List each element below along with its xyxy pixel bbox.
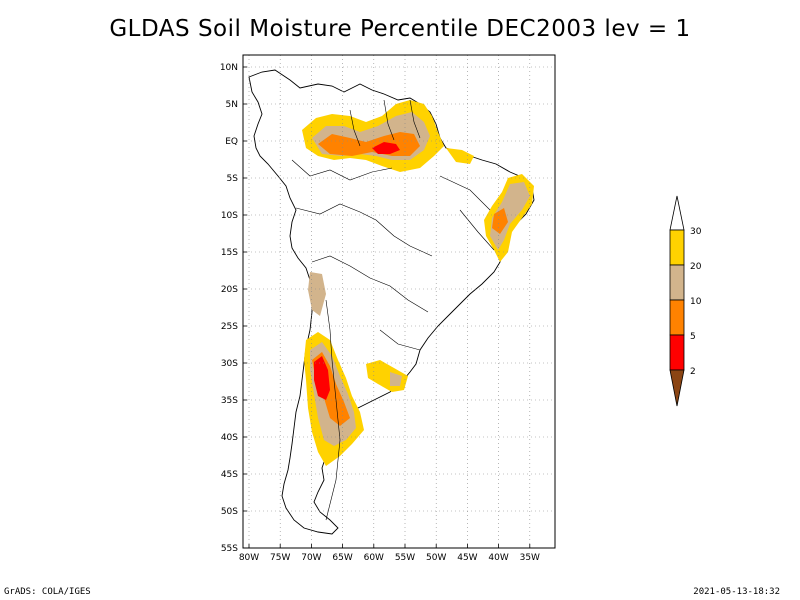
lat-tick-label: 10S [221,211,238,221]
lat-tick-label: 55S [221,544,238,554]
colorbar-label: 30 [690,227,702,237]
lat-tick-label: 30S [221,359,238,369]
border-line [439,175,491,211]
footer-credit: GrADS: COLA/IGES [4,587,91,597]
colorbar-box-2-5 [669,334,685,371]
lon-tick-label: 75W [270,553,290,563]
lat-tick-label: 40S [221,433,238,443]
shade-coast-yellow [446,148,474,164]
lat-tick-label: 5S [227,174,239,184]
lat-tick-label: 25S [221,322,238,332]
lon-tick-label: 55W [395,553,415,563]
border-line [409,99,421,139]
lat-tick-label: EQ [225,137,238,147]
lat-tick-label: 20S [221,285,238,295]
lon-tick-label: 65W [332,553,352,563]
lon-tick-label: 70W [301,553,321,563]
shade-atacama-tan [308,272,326,316]
lat-tick-label: 50S [221,507,238,517]
shade-argentina-red [314,356,330,400]
colorbar-top-triangle [669,195,685,231]
colorbar-label: 5 [690,332,696,342]
colorbar: 30 20 10 5 2 [669,195,702,407]
border-line [459,209,495,251]
lat-tick-label: 45S [221,470,238,480]
colorbar-bottom-triangle [669,369,685,407]
percentile-shading [302,100,534,466]
lon-tick-label: 80W [239,553,259,563]
map-frame [242,54,556,549]
colorbar-box-10-20 [669,264,685,301]
lon-tick-label: 45W [457,553,477,563]
lat-grid [243,66,555,549]
border-line [349,109,361,147]
colorbar-label: 20 [690,262,702,272]
lat-tick-label: 15S [221,248,238,258]
lon-tick-label: 40W [488,553,508,563]
colorbar-label: 10 [690,297,702,307]
lat-tick-labels: 10N 5N EQ 5S 10S 15S 20S 25S 30S 35S 40S 45S 50S 55S [220,63,238,554]
lat-tick-label: 10N [220,63,238,73]
colorbar-label: 2 [690,367,696,377]
lon-tick-labels: 80W 75W 70W 65W 60W 55W 50W 45W 40W 35W [239,553,540,563]
colorbar-box-20-30 [669,229,685,266]
lat-tick-label: 5N [226,100,238,110]
lat-tick-label: 35S [221,396,238,406]
border-line [295,203,433,257]
colorbar-box-5-10 [669,299,685,336]
border-line [291,159,393,181]
shade-pampas-tan [390,372,402,386]
border-line [311,255,429,313]
lon-tick-label: 35W [520,553,540,563]
lon-tick-label: 50W [426,553,446,563]
border-line [379,329,421,351]
lon-tick-label: 60W [364,553,384,563]
border-line [383,99,395,141]
shade-northeast-orange [492,208,508,234]
footer-timestamp: 2021-05-13-18:32 [693,587,780,597]
shade-amazon-red [372,142,400,154]
lon-grid [248,55,531,548]
map-title: GLDAS Soil Moisture Percentile DEC2003 l… [109,16,691,42]
